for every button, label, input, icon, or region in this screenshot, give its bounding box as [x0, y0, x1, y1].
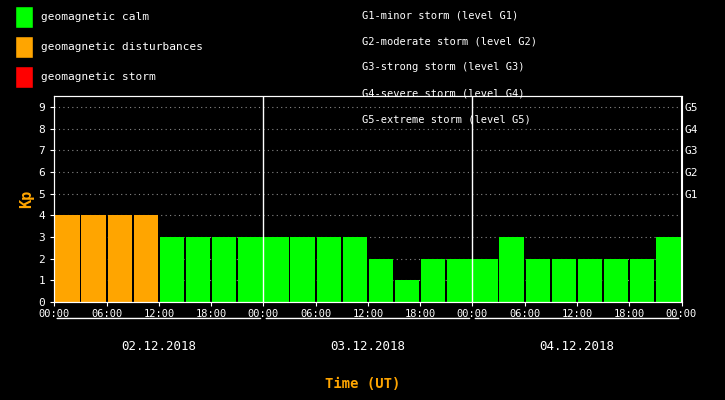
Bar — [473, 259, 498, 302]
Text: geomagnetic calm: geomagnetic calm — [41, 12, 149, 22]
Bar — [55, 215, 80, 302]
Bar — [107, 215, 132, 302]
Text: G4-severe storm (level G4): G4-severe storm (level G4) — [362, 88, 525, 98]
Bar — [291, 237, 315, 302]
Bar — [133, 215, 158, 302]
Bar — [317, 237, 341, 302]
Text: geomagnetic storm: geomagnetic storm — [41, 72, 156, 82]
Bar — [186, 237, 210, 302]
Bar — [578, 259, 602, 302]
Text: G5-extreme storm (level G5): G5-extreme storm (level G5) — [362, 114, 531, 124]
Text: G1-minor storm (level G1): G1-minor storm (level G1) — [362, 10, 519, 20]
Bar — [81, 215, 106, 302]
Text: G3-strong storm (level G3): G3-strong storm (level G3) — [362, 62, 525, 72]
Bar — [604, 259, 629, 302]
Text: 04.12.2018: 04.12.2018 — [539, 340, 615, 352]
Bar — [421, 259, 445, 302]
Bar — [526, 259, 550, 302]
Text: 02.12.2018: 02.12.2018 — [121, 340, 196, 352]
Bar — [343, 237, 367, 302]
Text: Time (UT): Time (UT) — [325, 377, 400, 391]
Bar — [500, 237, 524, 302]
Text: geomagnetic disturbances: geomagnetic disturbances — [41, 42, 203, 52]
Bar — [369, 259, 393, 302]
Bar — [160, 237, 184, 302]
Bar — [552, 259, 576, 302]
Bar — [656, 237, 681, 302]
Bar — [630, 259, 655, 302]
Bar — [265, 237, 289, 302]
Bar — [212, 237, 236, 302]
Bar — [395, 280, 419, 302]
Text: G2-moderate storm (level G2): G2-moderate storm (level G2) — [362, 36, 537, 46]
Y-axis label: Kp: Kp — [20, 190, 34, 208]
Bar — [447, 259, 471, 302]
Bar — [238, 237, 262, 302]
Text: 03.12.2018: 03.12.2018 — [331, 340, 405, 352]
